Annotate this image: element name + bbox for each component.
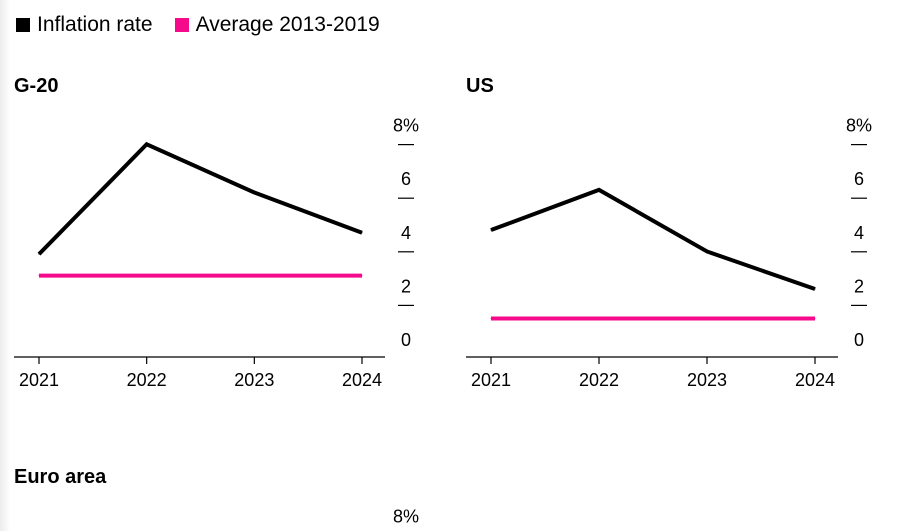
data-point-us-average-2024: [814, 317, 816, 319]
x-tick-label-g-20-2023: 2023: [234, 370, 274, 390]
data-point-g-20-inflation-2021: [38, 253, 40, 255]
y-tick-label-g-20-4: 4: [401, 223, 411, 243]
data-point-us-inflation-2023: [706, 250, 708, 252]
data-point-g-20-average-2023: [253, 275, 255, 277]
data-point-us-average-2022: [598, 317, 600, 319]
chart-title-euro-area: Euro area: [14, 466, 107, 488]
y-tick-label-us-0: 0: [854, 330, 864, 350]
data-point-us-inflation-2022: [598, 189, 600, 191]
data-point-g-20-inflation-2024: [361, 232, 363, 234]
series-line-us-inflation: [490, 187, 816, 291]
data-point-us-average-2023: [706, 317, 708, 319]
data-point-us-inflation-2024: [814, 288, 816, 290]
y-tick-label-us-4: 4: [854, 223, 864, 243]
data-point-g-20-average-2024: [361, 275, 363, 277]
legend: Inflation rate Average 2013-2019: [16, 12, 402, 38]
data-point-g-20-inflation-2022: [146, 143, 148, 145]
chart-title-us: US: [466, 75, 494, 97]
legend-label-average: Average 2013-2019: [195, 13, 380, 36]
data-point-g-20-inflation-2023: [253, 192, 255, 194]
left-edge-shade: [0, 0, 10, 531]
y-tick-label-us-8: 8%: [846, 116, 872, 136]
y-tick-label-g-20-8: 8%: [393, 116, 419, 136]
chart-us: US 0 2 4 6 8% 2021 2022 2023 2024: [466, 75, 872, 390]
chart-euro-area: Euro area 8%: [14, 466, 419, 527]
y-tick-label-g-20-2: 2: [401, 276, 411, 296]
legend-swatch-inflation: [16, 18, 30, 32]
legend-label-inflation: Inflation rate: [37, 13, 153, 36]
chart-g-20: G-20 0 2 4 6 8% 2021 2022 2023 2024: [14, 75, 419, 390]
data-point-us-inflation-2021: [490, 229, 492, 231]
x-tick-label-us-2022: 2022: [579, 370, 619, 390]
x-tick-label-g-20-2021: 2021: [19, 370, 59, 390]
series-line-g-20-inflation: [37, 141, 363, 256]
x-tick-label-g-20-2024: 2024: [342, 370, 382, 390]
y-tick-label-g-20-6: 6: [401, 169, 411, 189]
x-tick-label-g-20-2022: 2022: [127, 370, 167, 390]
data-point-us-average-2021: [490, 317, 492, 319]
y-tick-label-euro-area-8: 8%: [393, 507, 419, 527]
data-point-g-20-average-2021: [38, 275, 40, 277]
x-tick-label-us-2021: 2021: [471, 370, 511, 390]
x-tick-label-us-2023: 2023: [687, 370, 727, 390]
chart-title-g-20: G-20: [14, 75, 58, 97]
legend-swatch-average: [174, 18, 189, 32]
legend-item-average: Average 2013-2019: [174, 12, 380, 38]
x-tick-label-us-2024: 2024: [795, 370, 835, 390]
data-point-g-20-average-2022: [146, 275, 148, 277]
y-tick-label-us-2: 2: [854, 276, 864, 296]
legend-item-inflation: Inflation rate: [16, 12, 153, 38]
y-tick-label-us-6: 6: [854, 169, 864, 189]
y-tick-label-g-20-0: 0: [401, 330, 411, 350]
